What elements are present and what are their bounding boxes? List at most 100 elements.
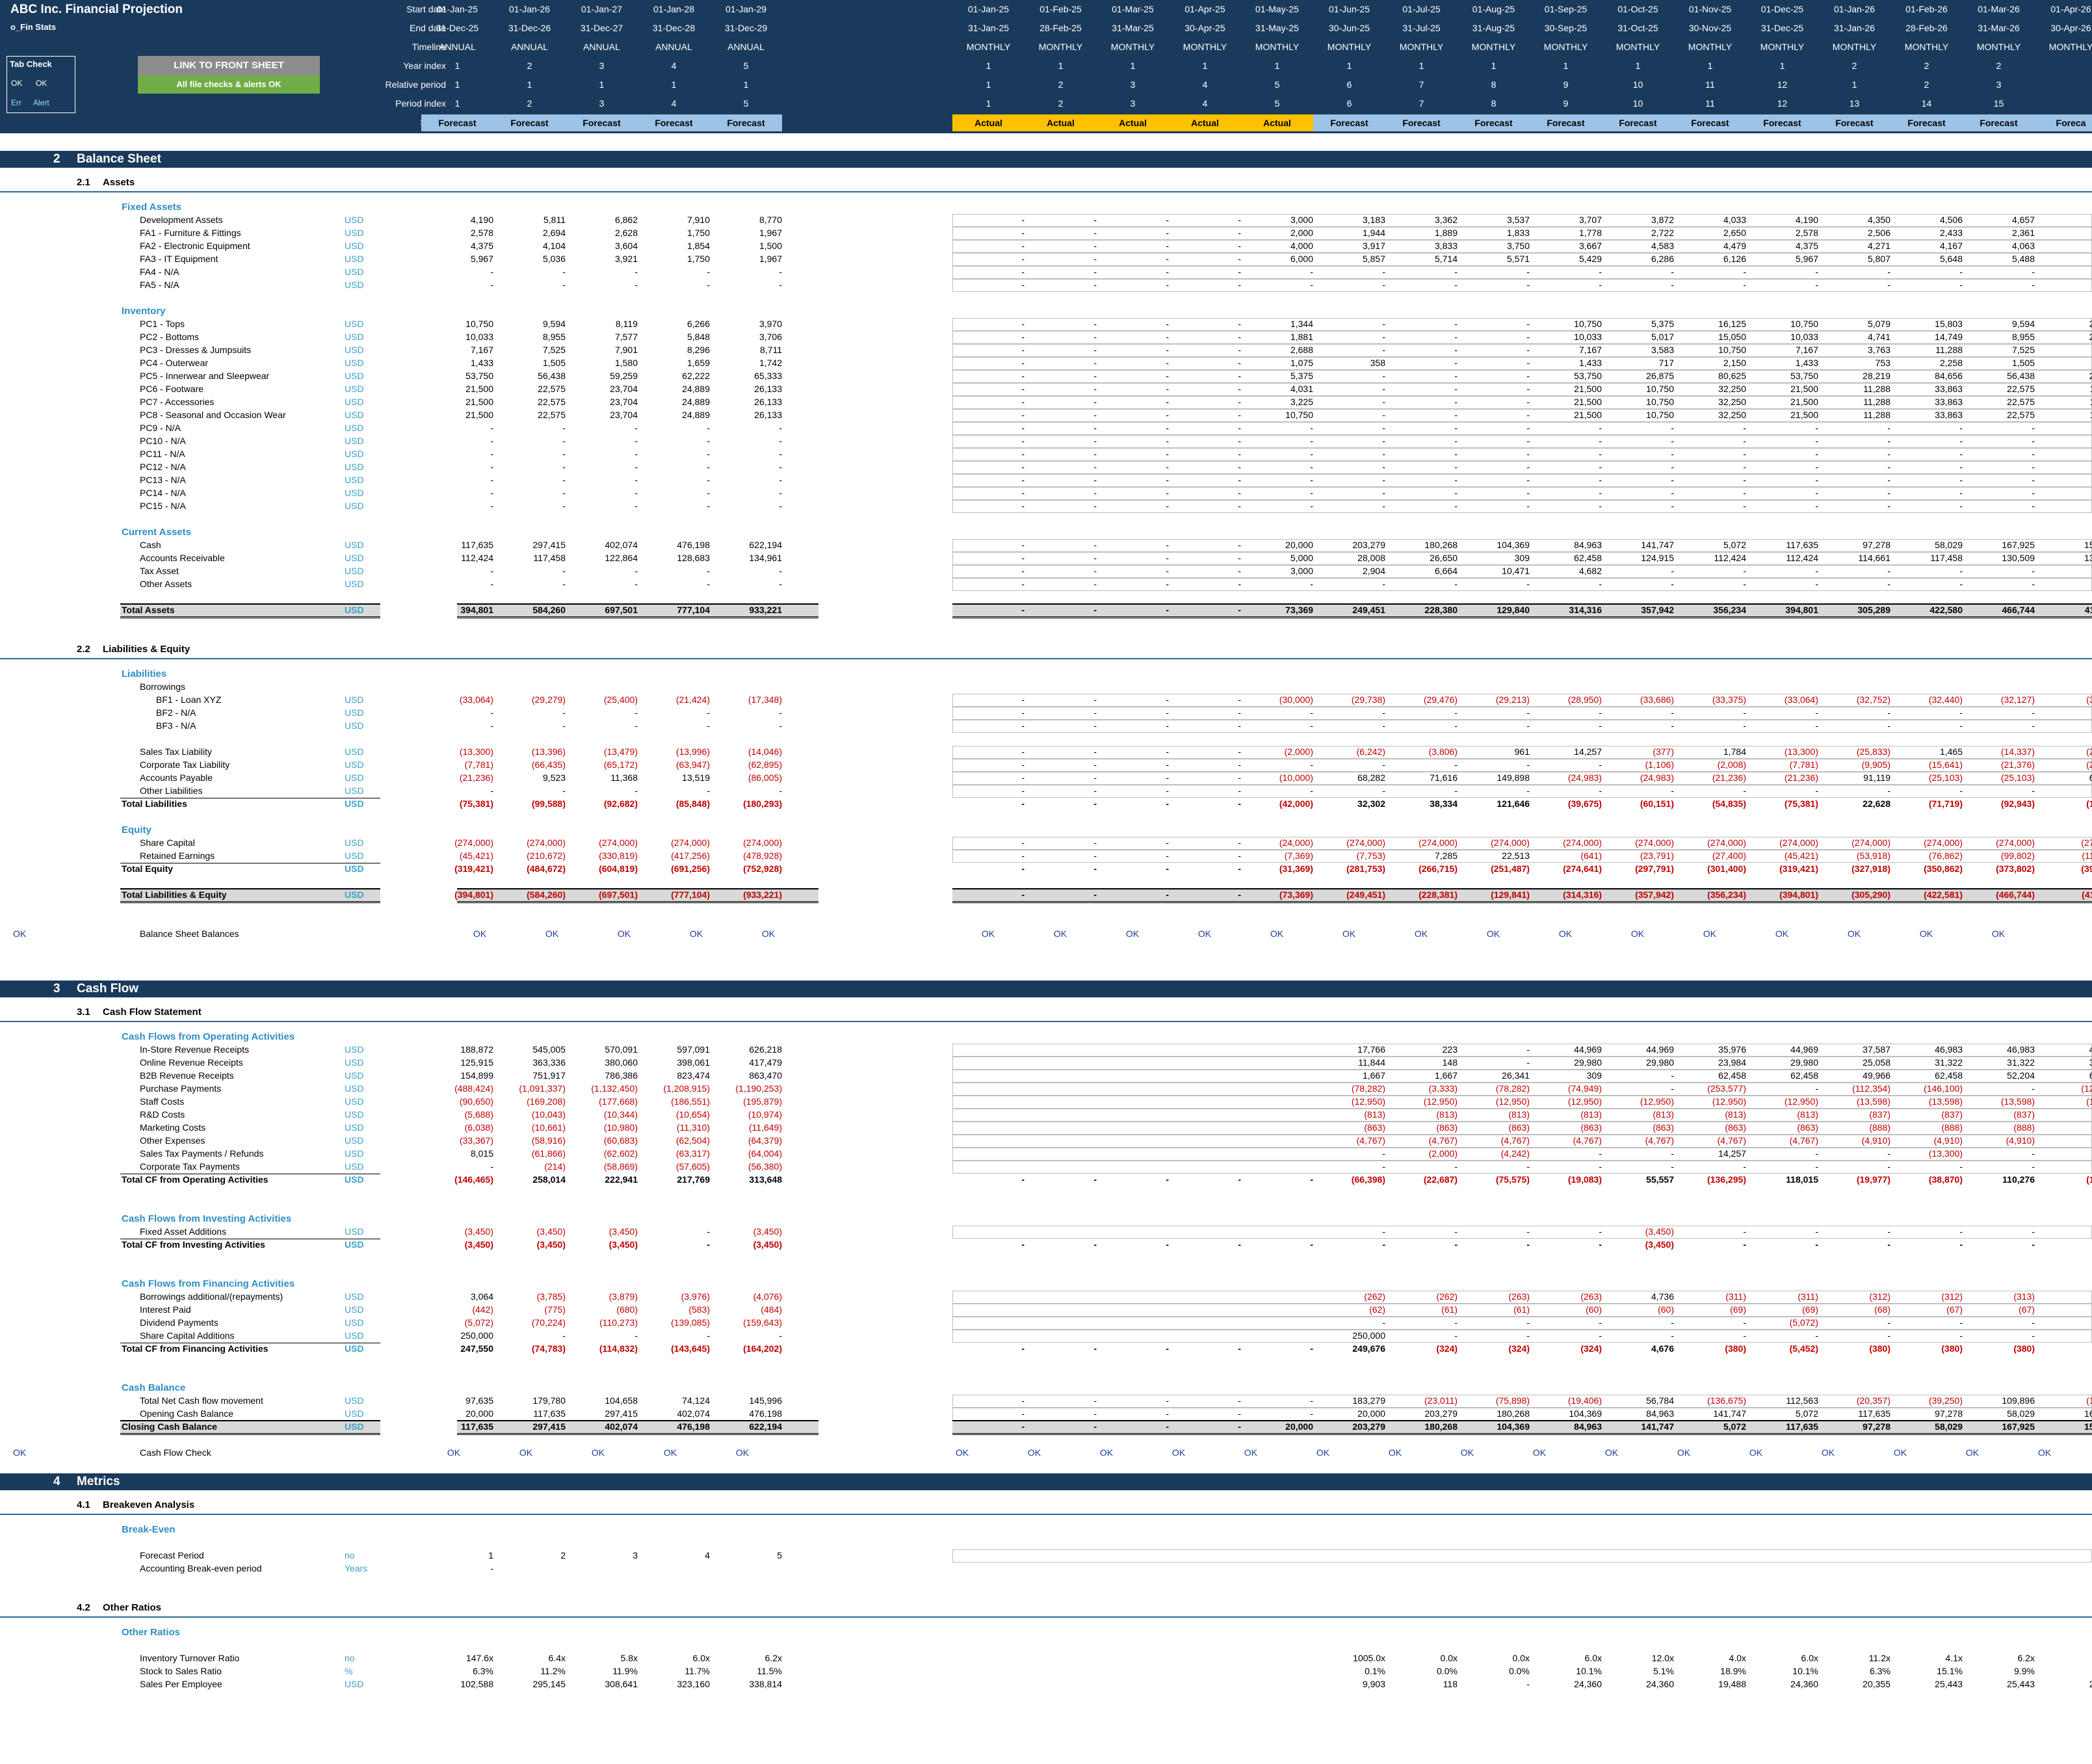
- annual-cell: 417,479: [749, 1057, 782, 1068]
- monthly-cell: -: [1093, 566, 1097, 576]
- monthly-cell: (25,9: [2086, 759, 2092, 770]
- annual-cell: -: [562, 579, 566, 589]
- subsection-number: 3.1: [77, 1007, 90, 1018]
- monthly-cell: -: [1310, 1343, 1313, 1354]
- monthly-cell: -: [1599, 267, 1602, 277]
- annual-cell: (691,256): [671, 863, 710, 874]
- status-badge: Forecast: [1746, 114, 1818, 131]
- unit: USD: [345, 488, 364, 498]
- tab-check-err-code: Err: [11, 98, 21, 107]
- monthly-cell: -: [1021, 720, 1025, 731]
- monthly-cell: 2,361: [2011, 228, 2035, 238]
- monthly-cell: (4,767): [1645, 1135, 1674, 1146]
- annual-cell: (3,450): [464, 1239, 493, 1250]
- annual-cell: 6.0x: [692, 1653, 710, 1663]
- annual-cell: (10,661): [531, 1122, 566, 1133]
- group-title: Equity: [122, 824, 151, 836]
- monthly-cell: -: [2032, 1317, 2035, 1328]
- monthly-cell: -: [1743, 449, 1746, 459]
- monthly-cell: -: [1454, 267, 1458, 277]
- monthly-cell: -: [1959, 501, 1963, 511]
- monthly-cell: 4,676: [1651, 1343, 1674, 1354]
- annual-cell: (3,450): [753, 1226, 782, 1237]
- monthly-cell: (7,369): [1284, 850, 1313, 861]
- monthly-cell: 38,334: [1430, 798, 1458, 809]
- monthly-cell: 5,857: [1362, 254, 1385, 264]
- annual-cell: (488,424): [454, 1083, 493, 1094]
- subsection-rule: [0, 191, 2092, 192]
- line-label: PC4 - Outerwear: [140, 358, 209, 368]
- annual-cell: (484): [761, 1304, 782, 1315]
- annual-cell: 102,588: [460, 1679, 493, 1689]
- monthly-cell: 6,664: [1434, 566, 1458, 576]
- link-to-front-sheet-button[interactable]: LINK TO FRONT SHEET: [138, 56, 320, 75]
- monthly-cell: (78,282): [1495, 1083, 1530, 1094]
- monthly-cell: -: [1166, 254, 1169, 264]
- annual-cell: 1,505: [542, 358, 566, 368]
- annual-cell: (66,435): [531, 759, 566, 770]
- annual-cell: 10,033: [465, 332, 493, 342]
- monthly-cell: 65,2: [2089, 1070, 2092, 1081]
- monthly-cell: 9,594: [2011, 319, 2035, 329]
- monthly-cell: (274,000): [1851, 837, 1890, 848]
- annual-cell: 222,941: [605, 1174, 638, 1185]
- line-label: PC10 - N/A: [140, 436, 186, 446]
- annual-cell: (3,785): [536, 1291, 566, 1302]
- monthly-cell: 32,250: [1718, 410, 1746, 420]
- monthly-cell: (314,316): [1563, 889, 1602, 900]
- monthly-cell: -: [1743, 1161, 1746, 1172]
- monthly-cell: -: [1959, 449, 1963, 459]
- monthly-cell: (146,100): [1924, 1083, 1963, 1094]
- monthly-cell: (2,008): [1717, 759, 1746, 770]
- monthly-cell: -: [1021, 1239, 1025, 1250]
- subsection-number: 2.2: [77, 644, 90, 655]
- monthly-cell: 112,424: [1786, 553, 1818, 563]
- monthly-cell: (1,106): [1645, 759, 1674, 770]
- line-label: Tax Asset: [140, 566, 179, 576]
- monthly-cell: 9,903: [1362, 1679, 1385, 1689]
- monthly-cell: 52,204: [2007, 1070, 2035, 1081]
- annual-cell: 20,000: [465, 1408, 493, 1419]
- monthly-cell: 31,3: [2089, 1057, 2092, 1068]
- timeline-cell: MONTHLY: [1832, 42, 1877, 52]
- file-checks-status-button[interactable]: All file checks & alerts OK: [138, 75, 320, 94]
- check-cell: OK: [955, 1447, 969, 1458]
- unit: USD: [345, 566, 364, 576]
- monthly-cell: 0.1%: [1365, 1666, 1385, 1676]
- monthly-cell: -: [1166, 1395, 1169, 1406]
- timeline-row-label: Start date: [406, 4, 446, 14]
- monthly-cell: -: [1310, 436, 1313, 446]
- monthly-cell: -: [1093, 889, 1097, 900]
- unit: USD: [345, 1421, 364, 1432]
- annual-cell: 626,218: [749, 1044, 782, 1055]
- unit: USD: [345, 371, 364, 381]
- monthly-cell: 249,676: [1352, 1343, 1385, 1354]
- monthly-cell: (12,950): [1567, 1096, 1602, 1107]
- monthly-cell: (136,675): [1707, 1395, 1746, 1406]
- monthly-cell: 7,285: [1434, 850, 1458, 861]
- monthly-cell: -: [1743, 1239, 1746, 1250]
- unit: USD: [345, 228, 364, 238]
- monthly-cell: -: [1526, 1161, 1530, 1172]
- monthly-cell: 10,750: [1646, 384, 1674, 394]
- section-title: Cash Flow: [77, 982, 139, 995]
- monthly-cell: (117,9: [2082, 850, 2092, 861]
- annual-cell: -: [707, 1226, 710, 1237]
- monthly-cell: 203,279: [1352, 1421, 1385, 1432]
- monthly-cell: (68): [1874, 1304, 1890, 1315]
- monthly-cell: -: [1454, 475, 1458, 485]
- monthly-cell: -: [1310, 488, 1313, 498]
- annual-cell: (17,348): [748, 694, 782, 705]
- annual-cell: (60,683): [603, 1135, 638, 1146]
- annual-cell: -: [490, 707, 493, 718]
- monthly-cell: 4,657: [2011, 215, 2035, 225]
- annual-cell: -: [562, 488, 566, 498]
- subsection-rule: [0, 1021, 2092, 1022]
- annual-cell: -: [634, 566, 638, 576]
- monthly-cell: (3: [2039, 1291, 2092, 1302]
- monthly-cell: -: [1671, 488, 1674, 498]
- check-cell: OK: [1604, 1447, 1619, 1458]
- timeline-cell: 01-Jan-26: [1833, 4, 1876, 14]
- annual-cell: (62,895): [748, 759, 782, 770]
- monthly-cell: 104,369: [1497, 540, 1530, 550]
